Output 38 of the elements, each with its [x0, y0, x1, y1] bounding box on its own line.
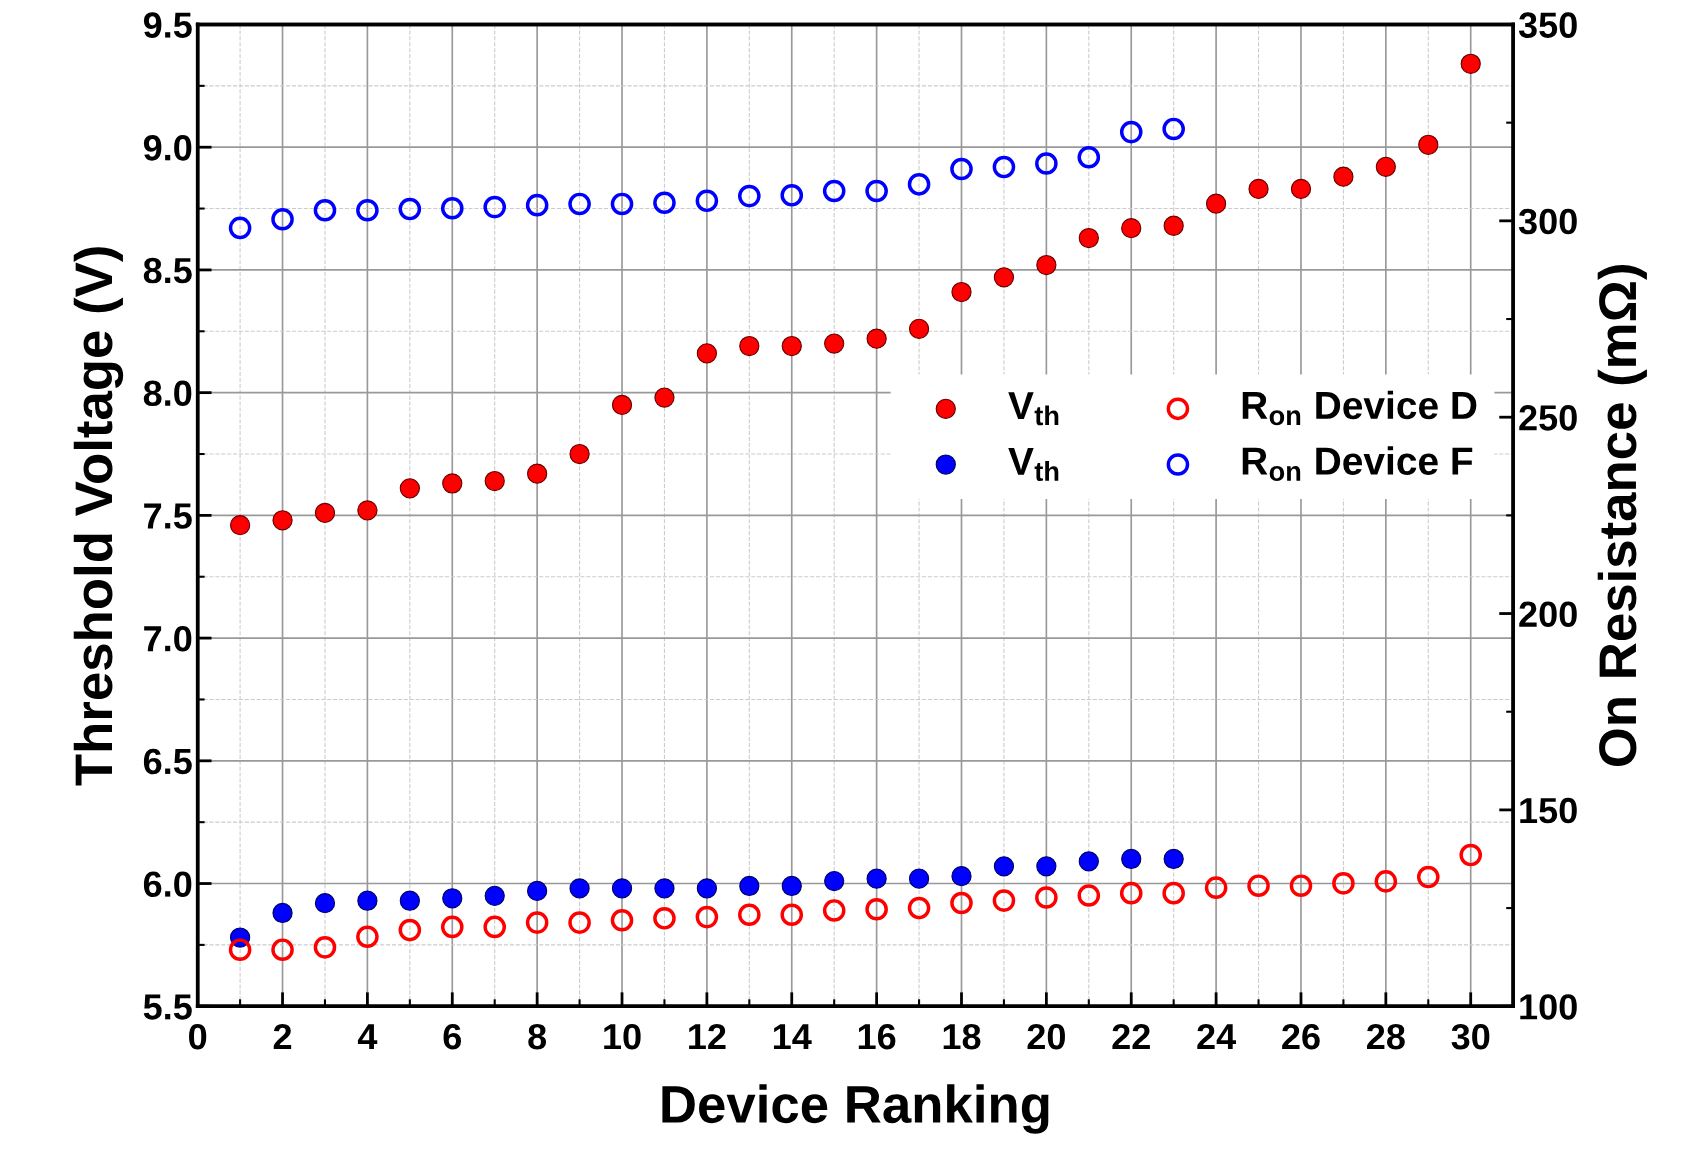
x-tick-label: 8	[528, 1023, 547, 1050]
x-axis-title: Device Ranking	[662, 1084, 1049, 1134]
y-tick-label: 8.0	[143, 380, 192, 407]
y-tick-label: 6.0	[143, 871, 192, 897]
x-tick-label: 20	[1027, 1023, 1065, 1050]
x-tick-label: 28	[1367, 1023, 1405, 1050]
x-tick-label: 18	[943, 1023, 981, 1050]
y-tick-label: 7.0	[144, 625, 192, 652]
x-tick-label: 14	[773, 1024, 812, 1050]
x-tick-label: 24	[1197, 1023, 1236, 1050]
legend-label: R$_{on}$ Device D	[1242, 390, 1477, 426]
legend-label: V$_{th}$	[1008, 447, 1059, 482]
y2-tick-label: 300	[1518, 208, 1577, 235]
y-tick-label: 8.5	[143, 257, 192, 284]
y-tick-label: 6.5	[143, 748, 192, 775]
x-tick-label: 6	[443, 1023, 462, 1050]
legend-label: V$_{th}$	[1008, 392, 1059, 426]
x-tick-label: 12	[689, 1023, 726, 1050]
x-tick-label: 16	[858, 1023, 896, 1050]
y-tick-label: 7.5	[144, 503, 192, 529]
x-tick-label: 22	[1112, 1023, 1150, 1050]
y-tick-label: 9.5	[143, 12, 192, 38]
y-tick-label: 5.5	[143, 994, 192, 1020]
x-tick-label: 30	[1451, 1023, 1490, 1050]
x-tick-label: 2	[273, 1023, 292, 1050]
y2-tick-label: 150	[1520, 797, 1577, 824]
x-tick-label: 10	[604, 1023, 641, 1050]
legend-label: R$_{on}$ Device F	[1242, 446, 1473, 481]
x-tick-label: 0	[189, 1023, 207, 1050]
y2-tick-label: 350	[1518, 12, 1577, 38]
y2-tick-label: 100	[1520, 994, 1577, 1020]
y2-tick-label: 250	[1519, 405, 1577, 431]
y2-tick-label: 200	[1519, 601, 1577, 627]
y-tick-label: 9.0	[143, 135, 192, 161]
x-tick-label: 4	[357, 1024, 378, 1050]
y2-axis-title: On Resistance (mΩ)	[1597, 265, 1647, 767]
y-axis-title: Threshold Voltage (V)	[73, 247, 124, 786]
x-tick-label: 26	[1282, 1023, 1320, 1050]
